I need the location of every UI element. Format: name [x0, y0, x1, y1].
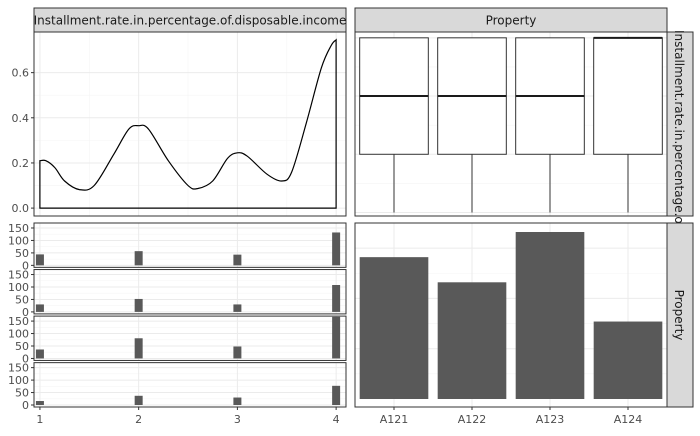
property-bar-A123: [515, 232, 585, 399]
density-y-tick-label: 0.2: [12, 157, 30, 170]
property-x-tick-label: A122: [458, 413, 487, 426]
bar-facet-bg: [34, 362, 346, 407]
bar-facet-bar: [134, 338, 143, 359]
bar-facets-x-axis: 1 2 3 4: [36, 407, 340, 426]
density-panel-bg: [34, 32, 346, 216]
density-y-tick-label: 0.6: [12, 67, 30, 80]
density-y-tick-label: 0.4: [12, 112, 30, 125]
bar-facet-bar: [332, 316, 341, 359]
property-bar-A121: [359, 257, 429, 399]
density-panel-border: [33, 31, 347, 217]
density-y-axis: 0.0 0.2 0.4 0.6: [12, 67, 34, 215]
bar-facet-y-tick-label: 150: [8, 315, 29, 328]
bar-facet-bg: [34, 223, 346, 268]
bar-facets-x-tick-label: 4: [333, 413, 340, 426]
bar-facet-border: [33, 269, 347, 315]
bar-facet-y-tick-label: 150: [8, 362, 29, 375]
bar-facet-bar: [332, 284, 341, 312]
bar-facet-y-tick-label: 0: [22, 399, 29, 412]
property-x-tick-label: A124: [614, 413, 643, 426]
bar-facets-x-tick-label: 2: [135, 413, 142, 426]
bar-facet-y-tick-label: 50: [15, 247, 29, 260]
bar-facet-bg: [34, 316, 346, 361]
property-bars: [359, 232, 663, 399]
bar-facet-y-tick-label: 100: [8, 281, 29, 294]
boxplot-boxes: [359, 36, 663, 213]
bar-facet-y-tick-label: 0: [22, 306, 29, 319]
bar-facet-y-tick-label: 150: [8, 222, 29, 235]
bar-facets-x-tick-label: 1: [36, 413, 43, 426]
bar-facet-bar: [233, 254, 242, 266]
property-bar-A122: [437, 282, 507, 399]
density-facet: Installment.rate.in.percentage.of.dispos…: [12, 7, 347, 217]
bar-facet-border: [33, 315, 347, 361]
density-strip: [33, 7, 347, 33]
bar-facet-bar: [233, 304, 242, 312]
bar-facet-bar: [35, 304, 44, 312]
bar-facet-bar: [134, 395, 143, 406]
density-y-tick-label: 0.0: [12, 202, 30, 215]
bar-facet-bar: [332, 232, 341, 266]
bar-facet-y-tick-label: 0: [22, 352, 29, 365]
bar-facet-y-tick-label: 50: [15, 340, 29, 353]
density-curve: [39, 38, 337, 209]
bar-facet-bar: [332, 385, 341, 406]
bar-facet-y-tick-label: 50: [15, 293, 29, 306]
bar-facet-bar: [134, 298, 143, 312]
bar-facets-x-tick-label: 3: [234, 413, 241, 426]
property-bar-A124: [593, 321, 663, 399]
bar-facet-bg: [34, 269, 346, 314]
property-side-strip: [666, 222, 694, 408]
bar-facet-bar: [35, 254, 44, 266]
bar-facet-y-tick-label: 100: [8, 328, 29, 341]
bar-facet-y-tick-label: 100: [8, 374, 29, 387]
bar-facet-bar: [233, 346, 242, 359]
property-x-tick-label: A123: [536, 413, 565, 426]
boxplot-side-strip: [666, 31, 694, 217]
bar-facet-border: [33, 222, 347, 268]
bar-facet-bar: [35, 349, 44, 359]
density-strip-label: Installment.rate.in.percentage.of.dispos…: [34, 14, 347, 28]
property-side-strip-label: Property: [672, 290, 686, 341]
bar-facet-y-tick-label: 50: [15, 387, 29, 400]
bar-facet-y-tick-label: 150: [8, 269, 29, 282]
bar-facet-y-tick-label: 0: [22, 259, 29, 272]
bar-facet-y-tick-label: 100: [8, 234, 29, 247]
property-bar-facet: Property A121 A122 A123 A124: [354, 222, 694, 426]
bar-facet-bar: [35, 401, 44, 406]
bar-facet-bar: [233, 397, 242, 406]
boxplot-box-A124: [593, 37, 663, 155]
bar-facet-bar: [134, 251, 143, 266]
property-x-tick-label: A121: [380, 413, 409, 426]
boxplot-strip-label: Property: [486, 14, 537, 28]
bar-facet-border: [33, 362, 347, 408]
property-x-axis: A121 A122 A123 A124: [380, 407, 643, 426]
